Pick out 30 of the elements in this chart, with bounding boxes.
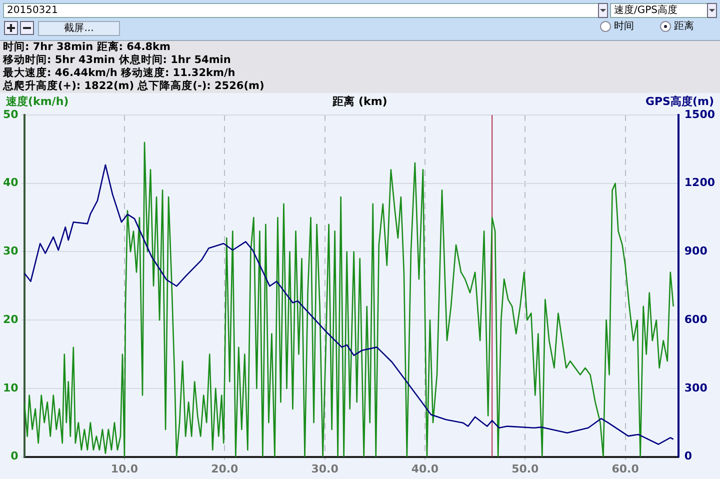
y2-tick-label: 900 xyxy=(684,244,708,258)
y2-tick-label: 1200 xyxy=(684,176,716,190)
y-tick-label: 50 xyxy=(2,108,19,121)
x-tick-label: 60.0 xyxy=(612,462,640,476)
x-tick-label: 30.0 xyxy=(311,462,339,476)
text: 20150321 xyxy=(3,3,604,18)
y2-tick-label: 1500 xyxy=(684,108,716,121)
text: 截屏... xyxy=(38,21,120,36)
x-tick-label: 20.0 xyxy=(211,462,239,476)
text: 移动时间: 5hr 43min 休息时间: 1hr 54min xyxy=(3,54,232,66)
text: 速度/GPS高度 xyxy=(610,3,711,18)
text: 总爬升高度(+): 1822(m) 总下降高度(-): 2526(m) xyxy=(3,80,266,93)
y2-axis-title: GPS高度(m) xyxy=(645,94,714,108)
x-axis-title: 距离 (km) xyxy=(332,94,388,108)
y-axis-title: 速度(km/h) xyxy=(5,94,69,108)
text: 最大速度: 46.44km/h 移动速度: 11.32km/h xyxy=(3,67,236,80)
y2-tick-label: 600 xyxy=(684,312,708,326)
y-tick-label: 0 xyxy=(10,450,19,463)
y2-tick-label: 300 xyxy=(684,381,708,394)
text: 时间: 7hr 38min 距离: 64.8km xyxy=(3,41,172,54)
y-tick-label: 20 xyxy=(2,312,19,326)
y-tick-label: 40 xyxy=(2,176,19,190)
x-tick-label: 10.0 xyxy=(110,462,138,476)
text: 距离 xyxy=(674,21,694,32)
x-tick-label: 50.0 xyxy=(512,462,540,476)
y-tick-label: 30 xyxy=(2,244,19,258)
x-tick-label: 40.0 xyxy=(411,462,439,476)
y2-tick-label: 0 xyxy=(684,450,692,463)
y-tick-label: 10 xyxy=(2,381,19,394)
text: 时间 xyxy=(614,21,634,32)
